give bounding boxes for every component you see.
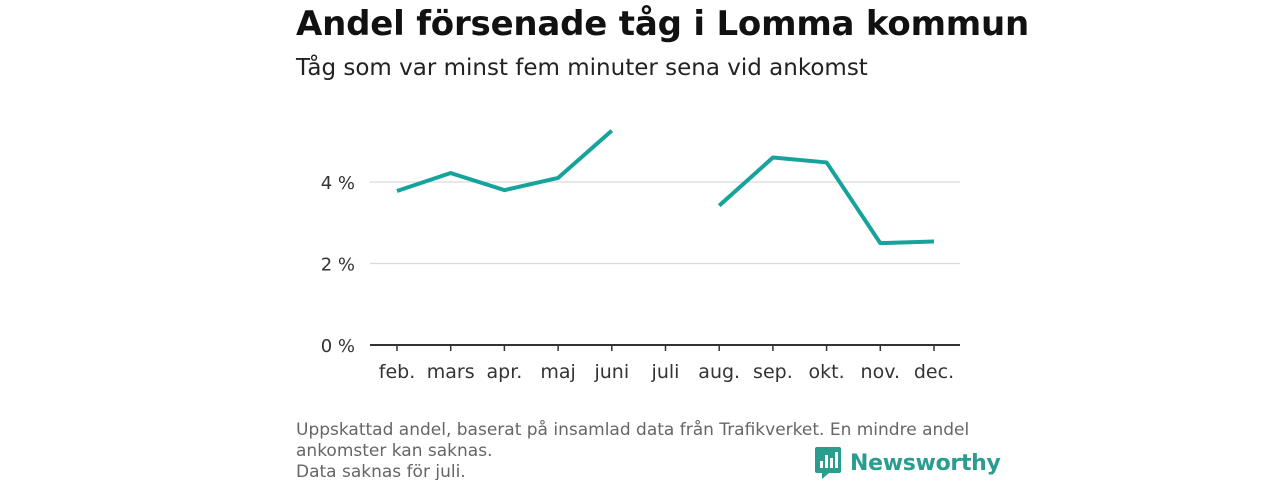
y-tick-label: 0 % — [321, 336, 355, 357]
footnote-line: ankomster kan saknas. — [296, 441, 493, 461]
x-tick-label: okt. — [809, 361, 845, 383]
newsworthy-logo-icon — [815, 447, 841, 479]
footnote-line: Uppskattad andel, baserat på insamlad da… — [296, 420, 970, 440]
footnote-line: Data saknas för juli. — [296, 462, 466, 480]
x-tick-label: feb. — [379, 361, 415, 383]
y-tick-label: 2 % — [321, 255, 355, 276]
x-tick-label: nov. — [861, 361, 900, 383]
newsworthy-brand: Newsworthy — [814, 446, 1001, 480]
chart-title: Andel försenade tåg i Lomma kommun — [296, 4, 1030, 44]
x-tick-label: juli — [651, 361, 680, 383]
x-tick-label: aug. — [698, 361, 740, 383]
chart-subtitle: Tåg som var minst fem minuter sena vid a… — [296, 55, 868, 81]
x-tick-label: dec. — [914, 361, 954, 383]
x-tick-label: maj — [540, 361, 575, 383]
footnote: Uppskattad andel, baserat på insamlad da… — [296, 420, 969, 480]
series-line — [396, 129, 614, 193]
y-tick-label: 4 % — [321, 173, 355, 194]
brand-name: Newsworthy — [850, 450, 1001, 476]
x-tick-label: juni — [593, 361, 629, 383]
x-tick-label: apr. — [486, 361, 522, 383]
x-tick-label: mars — [427, 361, 475, 383]
x-tick-label: sep. — [753, 361, 793, 383]
series-line — [717, 155, 935, 246]
